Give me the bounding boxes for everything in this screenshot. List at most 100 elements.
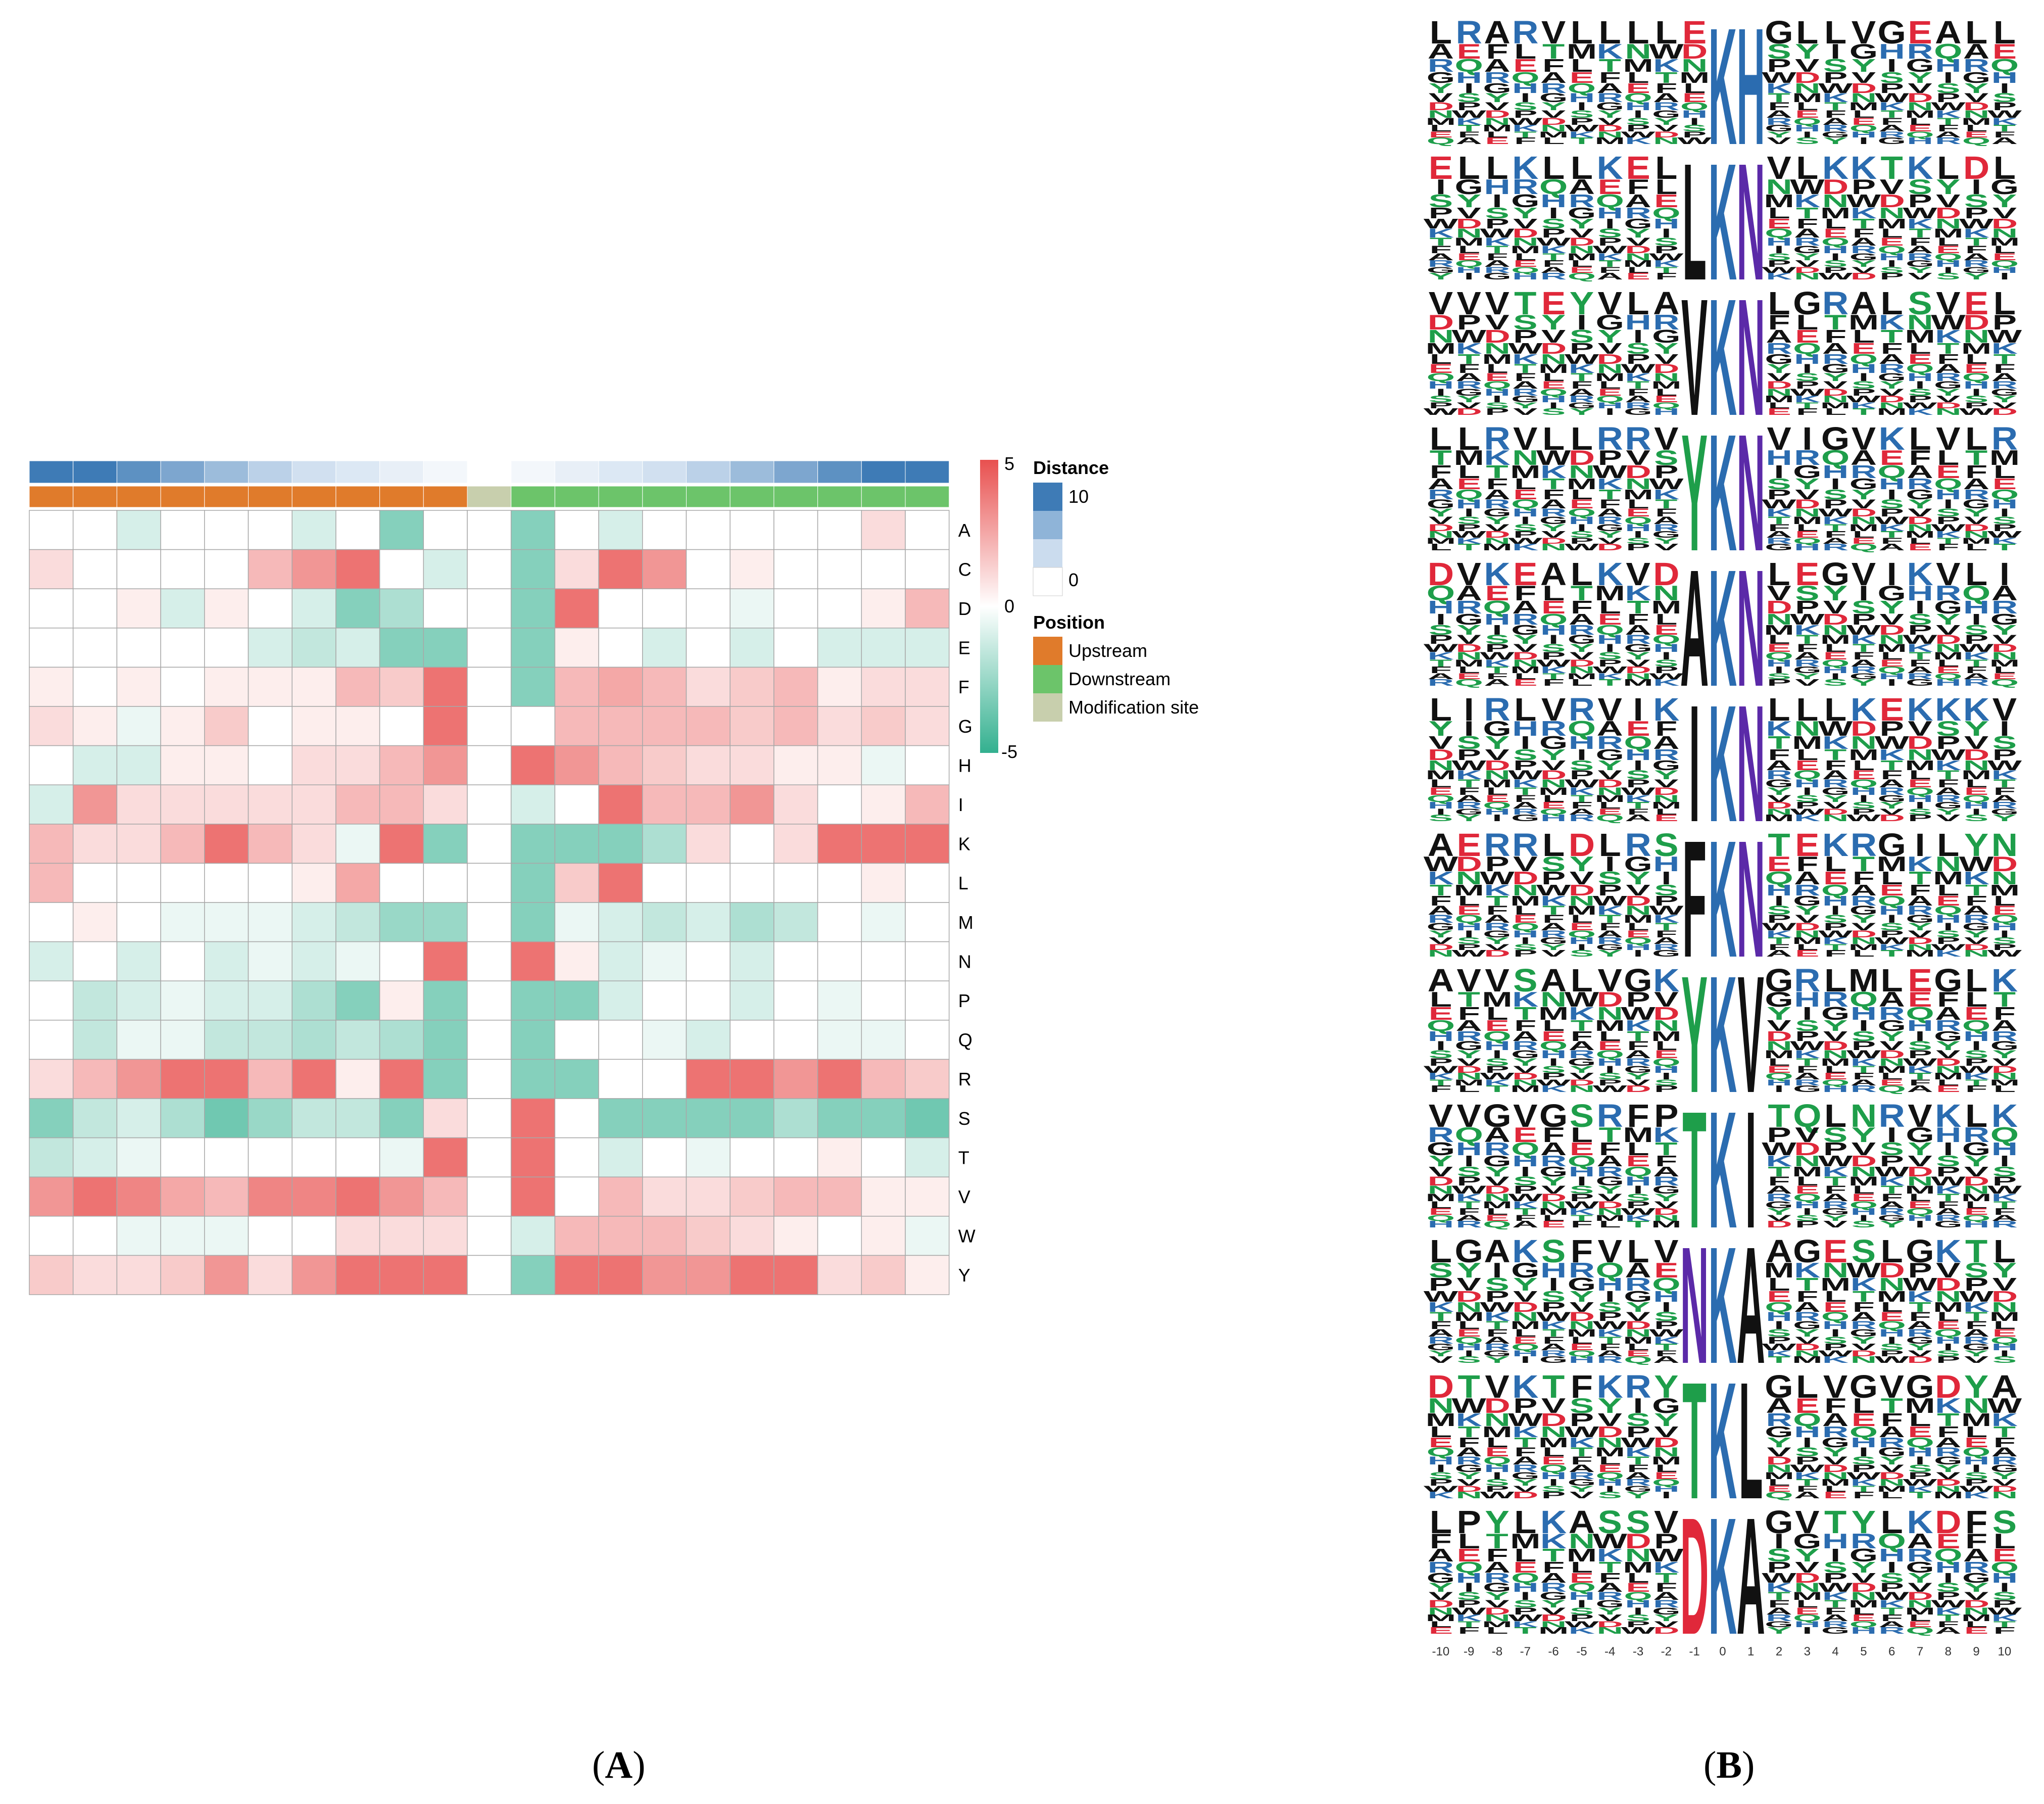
logo-residue: H (1794, 542, 1820, 552)
heatmap-cell (598, 784, 643, 825)
logo-residue: A (1879, 542, 1905, 552)
logo-residue: F (1599, 69, 1621, 86)
logo-residue: W (1959, 407, 1994, 417)
heatmap-cell (72, 549, 118, 589)
logo-motif: EISPWKTFARGYLGYVDNMLEQHILHISPWKTFARGKRGY… (1424, 128, 2020, 315)
heatmap-cell (467, 745, 512, 785)
logo-residue: I (1492, 813, 1502, 823)
logo-residue: G (1511, 813, 1539, 823)
heatmap-cell (29, 1020, 74, 1060)
legend-swatch-upstream (1033, 637, 1062, 665)
logo-residue: W (1508, 116, 1543, 127)
heatmap-cell (29, 1176, 74, 1217)
heatmap-cell (642, 1137, 687, 1177)
heatmap-cell (423, 1098, 468, 1138)
logo-residue: L (1627, 20, 1649, 51)
heatmap-cell (248, 510, 293, 550)
logo-residue: Y (1598, 948, 1622, 959)
legend-distance-swatch-mid (1033, 511, 1062, 539)
logo-residue: L (1627, 265, 1649, 275)
logo-residue: E (1795, 109, 1819, 120)
logo-residue: R (1851, 1084, 1877, 1094)
logo-x-tick: -10 (1432, 1645, 1450, 1658)
logo-residue: E (1626, 150, 1650, 186)
logo-residue: L (1909, 116, 1931, 127)
heatmap-cell (817, 549, 862, 589)
logo-residue: K (1597, 39, 1624, 63)
logo-residue: T (1514, 130, 1536, 139)
logo-residue: T (1430, 235, 1452, 248)
logo-residue: D (1540, 116, 1567, 127)
logo-residue: V (1908, 80, 1932, 96)
logo-residue: D (1963, 100, 1989, 113)
logo-residue: A (1766, 109, 1792, 120)
position-cell (905, 486, 950, 508)
heatmap-cell (642, 1255, 687, 1295)
heatmap-cell (116, 588, 161, 629)
logo-residue: A (1540, 69, 1567, 86)
logo-residue: L (1824, 20, 1846, 51)
logo-residue: N (1428, 948, 1454, 959)
logo-residue: H (1512, 80, 1538, 96)
logo-residue: Q (1793, 116, 1821, 127)
heatmap-cell (160, 1216, 205, 1256)
heatmap-cell (861, 941, 906, 981)
legend-position-title: Position (1033, 612, 1105, 633)
heatmap-cell (817, 1255, 862, 1295)
heatmap-cell (686, 1059, 731, 1099)
heatmap-cell (686, 549, 731, 589)
heatmap-cell (29, 980, 74, 1021)
logo-residue: D (1625, 244, 1651, 256)
logo-residue: M (1961, 116, 1991, 127)
heatmap-cell (905, 588, 950, 629)
heatmap-cell (335, 706, 380, 746)
heatmap-cell (905, 784, 950, 825)
logo-residue: T (1458, 123, 1480, 133)
logo-residue: A (1569, 175, 1595, 199)
heatmap-cell (204, 588, 249, 629)
logo-residue: W (1424, 407, 1458, 417)
heatmap-cell (248, 824, 293, 864)
logo-residue: W (1818, 271, 1853, 281)
heatmap-cell (773, 1020, 818, 1060)
logo-residue: M (1510, 244, 1540, 256)
logo-residue: L (1796, 100, 1818, 113)
logo-residue: K (1991, 116, 2018, 127)
heatmap-cell (29, 1216, 74, 1256)
logo-residue: E (1570, 265, 1594, 275)
logo-residue: G (1850, 39, 1878, 63)
logo-residue: H (1851, 1626, 1877, 1636)
logo-residue: N (1456, 226, 1482, 241)
logo-residue: N (1963, 948, 1989, 959)
logo-residue: K (1569, 130, 1595, 139)
logo-residue: G (1596, 100, 1624, 113)
logo-residue: H (1540, 813, 1567, 823)
heatmap-cell (116, 980, 161, 1021)
logo-x-tick: -7 (1520, 1645, 1531, 1658)
heatmap-cell (510, 745, 556, 785)
logo-x-tick: 9 (1973, 1645, 1979, 1658)
heatmap-cell (467, 628, 512, 668)
logo-residue: M (1567, 39, 1597, 63)
position-cell (29, 486, 74, 508)
heatmap-cell (423, 1137, 468, 1177)
logo-residue: F (1937, 123, 1959, 133)
heatmap-cell (248, 902, 293, 942)
logo-residue: M (1538, 130, 1569, 139)
heatmap-cell (204, 510, 249, 550)
heatmap-cell (335, 628, 380, 668)
heatmap-cell (248, 1255, 293, 1295)
logo-residue: E (1682, 20, 1707, 51)
logo-residue: P (1682, 130, 1707, 139)
heatmap-cell (642, 941, 687, 981)
logo-residue: R (1540, 80, 1567, 96)
logo-residue: T (1993, 542, 2016, 552)
logo-residue: A (1935, 130, 1961, 139)
logo-residue: K (1879, 100, 1906, 113)
logo-residue: T (1881, 948, 1903, 959)
heatmap-cell (598, 1176, 643, 1217)
heatmap-cell (467, 1255, 512, 1295)
logo-residue: I (1633, 109, 1643, 120)
logo-residue: A (1540, 265, 1567, 275)
heatmap-cell (291, 510, 336, 550)
